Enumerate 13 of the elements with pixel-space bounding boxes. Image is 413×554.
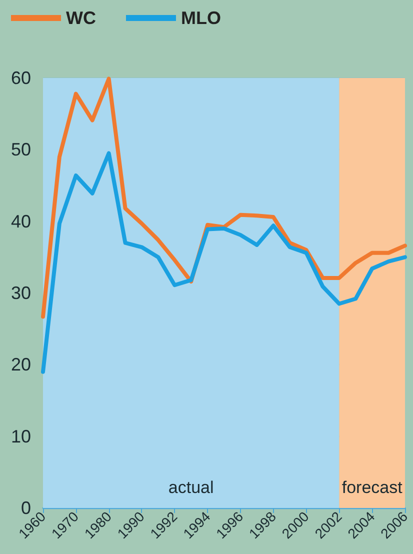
- legend-label: WC: [66, 8, 96, 28]
- line-series: [41, 151, 407, 374]
- y-tick-label: 20: [10, 354, 31, 375]
- y-tick-label: 0: [20, 498, 31, 518]
- line-series: [41, 76, 407, 319]
- y-tick-label: 50: [10, 140, 31, 160]
- y-tick-label: 10: [10, 426, 31, 446]
- band-label: forecast: [342, 478, 403, 497]
- legend-label: MLO: [180, 8, 221, 28]
- y-tick-label: 40: [10, 211, 31, 232]
- band-label: actual: [168, 478, 214, 497]
- y-tick-label: 60: [10, 68, 31, 88]
- y-tick-label: 30: [10, 283, 31, 303]
